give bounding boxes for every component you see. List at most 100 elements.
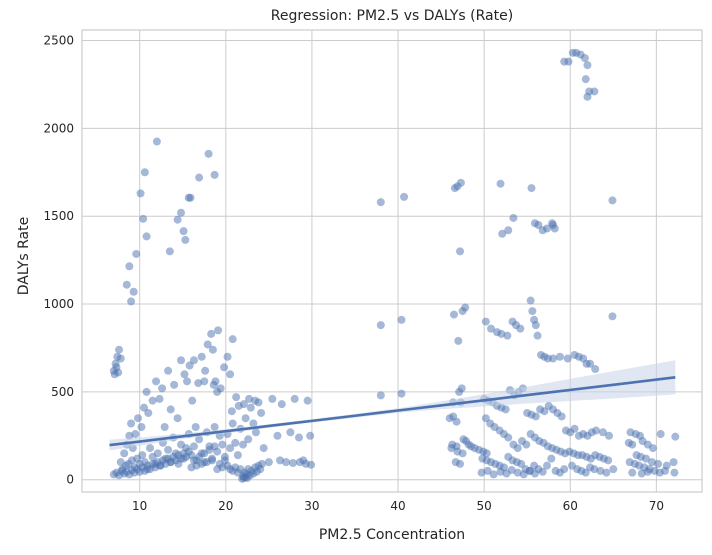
data-point [591,365,600,374]
data-point [445,414,454,423]
x-tick-label: 60 [563,499,578,513]
data-point [555,352,564,361]
data-point [179,227,188,236]
regression-line [109,376,676,447]
data-point [609,465,618,474]
data-point [144,408,153,417]
x-tick-label: 40 [390,499,405,513]
data-point [497,329,506,338]
data-point [210,442,219,451]
data-point [184,447,193,456]
data-point [120,449,129,458]
data-point [195,173,204,182]
data-point [234,401,243,410]
data-point [132,249,141,258]
data-point [487,324,496,333]
data-point [189,356,198,365]
plot-frame [81,29,703,493]
data-point [464,440,473,449]
data-point [596,466,605,475]
data-point [543,224,551,233]
data-point [115,345,124,354]
data-point [194,379,203,388]
data-point [454,336,463,345]
data-point [241,414,250,423]
data-point [110,370,119,379]
data-point [660,466,669,475]
data-point [290,394,299,403]
y-tick-label: 1000 [43,297,74,311]
data-point [397,315,406,324]
data-point [534,220,543,229]
data-point [538,467,547,476]
data-point [139,214,148,223]
data-point [127,419,136,428]
data-point [648,444,657,453]
data-point [543,461,551,470]
data-point [628,440,637,449]
data-point [152,377,161,386]
data-point [116,354,125,363]
data-point [516,324,525,333]
data-point [170,380,179,389]
y-tick-label: 0 [66,473,74,487]
data-point [482,449,491,458]
data-point [604,456,613,465]
data-point [455,387,464,396]
data-point [214,326,223,335]
data-point [129,287,138,296]
data-point [533,331,542,340]
data-point [592,426,601,435]
x-tick-label: 70 [649,499,664,513]
data-point [140,403,148,412]
data-point [580,54,589,63]
data-point [513,468,522,477]
data-point [125,262,134,271]
data-point [138,451,147,460]
data-point [201,366,210,375]
data-point [670,468,679,477]
data-point [197,352,206,361]
data-point [210,170,219,179]
data-point [452,442,461,451]
data-point [400,192,409,201]
x-tick-label: 50 [476,499,491,513]
data-point [268,394,277,403]
data-point [152,137,161,146]
data-point [173,414,182,423]
data-point [608,196,617,205]
data-point [504,226,513,235]
data-point [251,396,260,405]
data-point [177,356,186,365]
data-point [213,387,222,396]
data-point [231,438,240,447]
data-point [513,444,522,453]
data-point [531,321,540,330]
data-point [628,468,637,477]
data-point [605,431,613,440]
data-point [643,467,652,476]
data-point [251,428,260,437]
data-point [307,460,316,469]
data-point [481,414,490,423]
data-point [183,377,192,386]
x-tick-label: 10 [132,499,147,513]
data-point [540,407,549,416]
data-point [456,247,465,256]
data-point [608,312,617,321]
data-point [590,465,599,474]
x-tick-label: 20 [218,499,233,513]
data-point [137,423,146,432]
data-point [207,329,216,338]
data-point [602,468,611,477]
data-point [259,444,268,453]
data-point [185,361,194,370]
data-point [140,168,149,177]
y-tick-label: 2500 [43,34,74,48]
data-point [208,345,217,354]
data-point [209,380,218,389]
data-point [458,449,467,458]
data-point [306,431,315,440]
data-point [452,417,461,426]
